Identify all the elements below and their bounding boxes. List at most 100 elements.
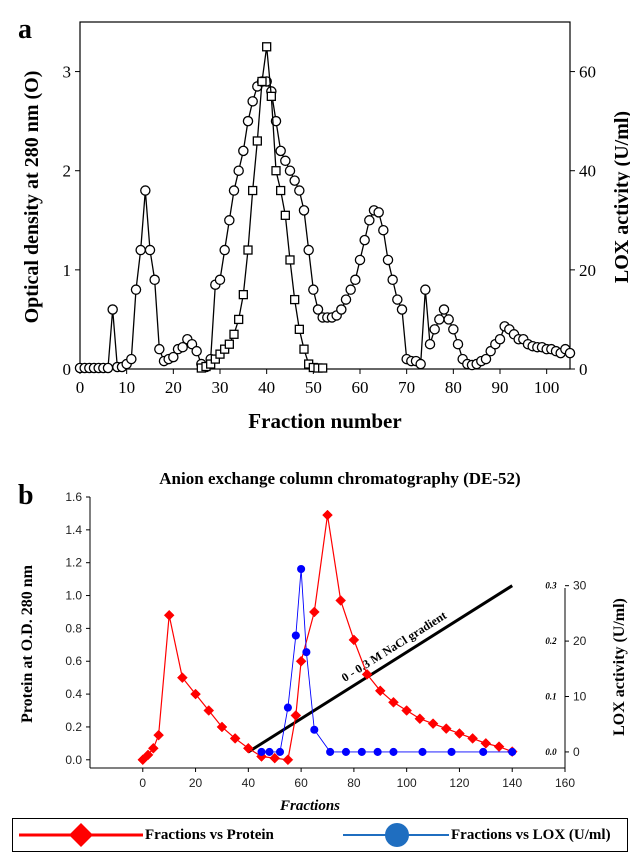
series-1-point [262,42,272,52]
x-tick-label: 120 [449,776,469,790]
panel-a-label: a [18,14,32,45]
y2-tick-label: 20 [573,634,587,648]
series-0-point [270,115,282,127]
series-0-point [434,314,445,325]
x-tick-label: 20 [165,378,182,397]
x-tick-label: 0 [76,378,85,397]
series-1-point [373,747,382,756]
series-0-point [373,207,384,218]
series-0-point [190,688,201,700]
panel-a-x-axis-label: Fraction number [248,409,401,433]
x-tick-label: 90 [492,378,509,397]
y-tick-label: 0.0 [65,753,82,767]
series-1-point [508,747,517,756]
panel-a: a 0 10 20 30 40 50 60 70 80 90 100 0 1 2 3 0 20 40 60 Fr… [18,14,630,433]
series-0-point [454,728,465,739]
nacl-gradient-label: 0 - 0.3 M NaCl gradient [339,608,449,685]
series-0-point [219,244,230,256]
x-tick-label: 70 [398,378,415,397]
series-1-point [275,747,285,756]
series-0-point [467,733,478,744]
series-0-point [269,752,281,764]
series-0-point [359,234,370,246]
series-0-point [348,634,360,646]
series-0-point [284,165,296,176]
y2-tick-label: 10 [573,690,587,704]
x-tick-label: 0 [139,776,146,790]
series-0-point [238,145,249,157]
series-0-point [414,713,426,725]
series-1-point [389,747,398,756]
series-0-point [224,215,235,226]
legend-label-lox: Fractions vs LOX (U/ml) [451,826,611,843]
series-1-point [234,314,244,325]
series-0-point [275,145,286,157]
series-0-point [401,705,413,716]
series-0-point [290,710,302,721]
legend-item-protein: Fractions vs Protein [17,819,274,851]
x-tick-label: 60 [294,776,308,790]
series-0-point [350,274,361,286]
series-0-point [427,718,439,730]
series-1-point [257,76,267,87]
series-1-point [341,747,351,756]
series-1-point [229,329,239,339]
series-1-point [283,703,292,712]
x-tick-label: 40 [258,378,275,397]
y2-tick-label: 0 [573,745,580,759]
panel-b-title: Anion exchange column chromatography (DE… [159,469,520,488]
y2-tick-label: 30 [573,579,587,593]
series-0-point [144,244,156,256]
series-1-point [318,363,328,373]
series-0-point [142,749,154,761]
y-tick-label: 2 [63,162,72,181]
x-tick-label: 100 [534,378,560,397]
series-0-point [396,304,408,315]
series-0-point [298,205,310,216]
x-tick-label: 40 [242,776,256,790]
series-0-point [392,294,403,305]
series-0-point [340,294,352,305]
panel-b-x-axis-label: Fractions [279,798,340,814]
series-0-point [440,723,452,734]
panel-b-y2-axis-label: LOX activity (U/ml) [611,598,628,736]
series-0-point [102,362,114,374]
series-1-point [248,185,258,196]
series-0-point [177,672,188,684]
series-1-point [276,185,286,196]
series-0-point [312,304,324,315]
legend: Fractions vs Protein Fractions vs LOX (U… [12,818,628,852]
x-tick-label: 50 [305,378,322,397]
y-tick-label: 0 [63,360,72,379]
series-0-point [424,338,436,350]
nacl-gradient-line [247,584,514,754]
series-1-point [285,255,295,265]
y-tick-label: 1 [63,261,72,280]
y-tick-label: 3 [63,63,72,82]
panel-a-y2-axis-label: LOX activity (U/ml) [611,111,630,283]
series-0-point [480,738,492,749]
series-0-point [191,345,202,357]
series-0-point [153,729,164,741]
series-0-point [429,324,440,335]
series-0-point [345,284,356,295]
x-tick-label: 160 [555,776,575,790]
panel-b-y-ticks: 0.0 0.2 0.4 0.6 0.8 1.0 1.2 1.4 1.6 [65,490,90,767]
series-0-point [203,705,215,716]
series-1-point [271,166,281,176]
series-1-point [224,339,234,349]
series-1-point [418,747,427,756]
series-0-point [280,155,291,167]
series-0-point [564,347,576,359]
series-1-point [266,91,276,102]
y-tick-label: 1.0 [65,589,82,603]
series-0-point [361,669,373,680]
series-0-point [364,215,375,226]
series-0-point [322,509,333,521]
series-0-point [494,334,506,345]
series-0-point [154,343,165,355]
series-0-point [149,274,160,286]
series-0-point [354,254,366,266]
series-0-point [480,353,492,365]
